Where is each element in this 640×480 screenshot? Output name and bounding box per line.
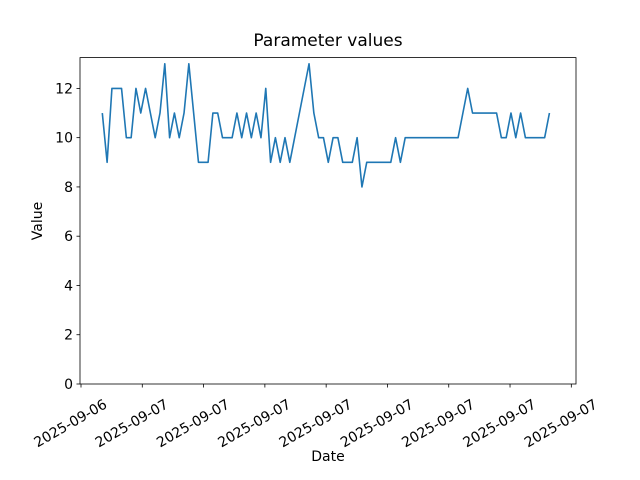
y-tick-label: 0 [64,377,73,393]
y-tick-label: 12 [55,81,73,97]
y-tick-label: 8 [64,180,73,196]
x-axis-label: Date [311,449,344,465]
y-tick-label: 10 [55,131,73,147]
series-line [101,62,551,188]
plot-area [80,57,576,384]
y-tick-label: 6 [64,229,73,245]
data-series [101,62,551,188]
y-tick-label: 2 [64,328,73,344]
chart-title: Parameter values [253,31,402,51]
y-axis: 0 2 4 6 8 10 12 [55,81,80,393]
y-axis-label: Value [30,202,46,240]
y-tick-label: 4 [64,278,73,294]
axes-frame [79,57,577,385]
